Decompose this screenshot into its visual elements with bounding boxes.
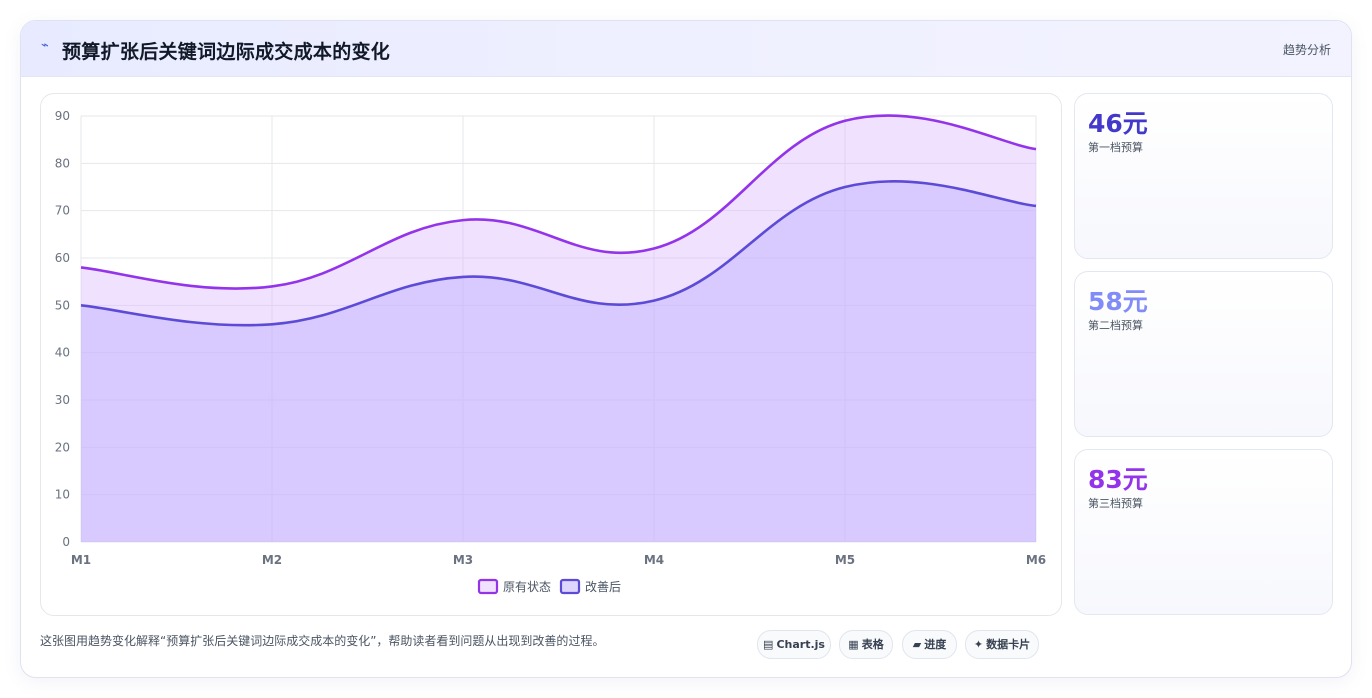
- sparkle-icon: ✦: [973, 638, 984, 651]
- series-area-2: [81, 181, 1036, 542]
- y-tick-label: 90: [55, 109, 70, 123]
- legend-swatch: [559, 578, 581, 595]
- stat-label: 第一档预算: [1088, 141, 1143, 154]
- area-chart: 0 10 20 30 40 50 60 70 80 90 M1 M2 M3 M4 M5 M6 原有状态 改善后: [55, 109, 1046, 595]
- stat-label: 第二档预算: [1088, 319, 1143, 332]
- stat-value: 58元: [1088, 287, 1148, 316]
- y-tick-label: 50: [55, 298, 70, 312]
- chart-card: ⌁ 预算扩张后关键词边际成交成本的变化 趋势分析 0 10 20 30 40 50 60 70…: [20, 20, 1352, 678]
- y-tick-label: 80: [55, 156, 70, 170]
- page-title: 预算扩张后关键词边际成交成本的变化: [62, 41, 391, 63]
- chart-panel: 0 10 20 30 40 50 60 70 80 90 M1 M2 M3 M4 M5 M6 原有状态 改善后: [40, 93, 1062, 616]
- category-tag: 趋势分析: [1282, 43, 1331, 57]
- y-tick-label: 60: [55, 251, 70, 265]
- stat-value: 46元: [1088, 109, 1148, 138]
- stat-card-tier1: 46元 第一档预算: [1074, 93, 1333, 259]
- y-tick-label: 10: [55, 488, 70, 502]
- pill-label: 数据卡片: [986, 638, 1031, 651]
- legend-label: 原有状态: [503, 580, 551, 594]
- card-header: ⌁ 预算扩张后关键词边际成交成本的变化 趋势分析: [21, 21, 1351, 77]
- stat-card-tier2: 58元 第二档预算: [1074, 271, 1333, 437]
- x-tick-label: M3: [453, 553, 473, 567]
- x-tick-label: M6: [1026, 553, 1046, 567]
- series-line-2: [80, 180, 1037, 327]
- y-tick-label: 30: [55, 393, 70, 407]
- pill-label: 表格: [861, 638, 884, 651]
- chart-icon: ▤: [763, 638, 774, 651]
- pill-progress[interactable]: ▰ 进度: [902, 630, 957, 659]
- y-tick-label: 0: [62, 535, 70, 549]
- pill-table[interactable]: ▦ 表格: [839, 630, 893, 659]
- pill-label: Chart.js: [776, 638, 825, 651]
- pill-label: 进度: [924, 638, 947, 651]
- stat-label: 第三档预算: [1088, 497, 1143, 510]
- y-tick-label: 40: [55, 346, 70, 360]
- progress-icon: ▰: [912, 638, 922, 651]
- chart-description: 这张图用趋势变化解释“预算扩张后关键词边际成交成本的变化”，帮助读者看到问题从出…: [40, 634, 605, 648]
- series-line-1: [80, 114, 1037, 290]
- legend-label: 改善后: [585, 579, 621, 594]
- stat-value: 83元: [1088, 465, 1148, 494]
- x-tick-label: M1: [71, 553, 91, 567]
- pill-chartjs[interactable]: ▤ Chart.js: [757, 630, 831, 659]
- pill-data-cards[interactable]: ✦ 数据卡片: [965, 630, 1039, 659]
- x-tick-label: M4: [644, 553, 664, 567]
- y-tick-label: 20: [55, 440, 70, 454]
- y-tick-label: 70: [55, 204, 70, 218]
- stat-card-tier3: 83元 第三档预算: [1074, 449, 1333, 615]
- legend-swatch: [477, 578, 499, 595]
- x-tick-label: M2: [262, 553, 282, 567]
- chart-trend-icon: ⌁: [41, 38, 49, 53]
- table-icon: ▦: [848, 638, 859, 651]
- x-tick-label: M5: [835, 553, 855, 567]
